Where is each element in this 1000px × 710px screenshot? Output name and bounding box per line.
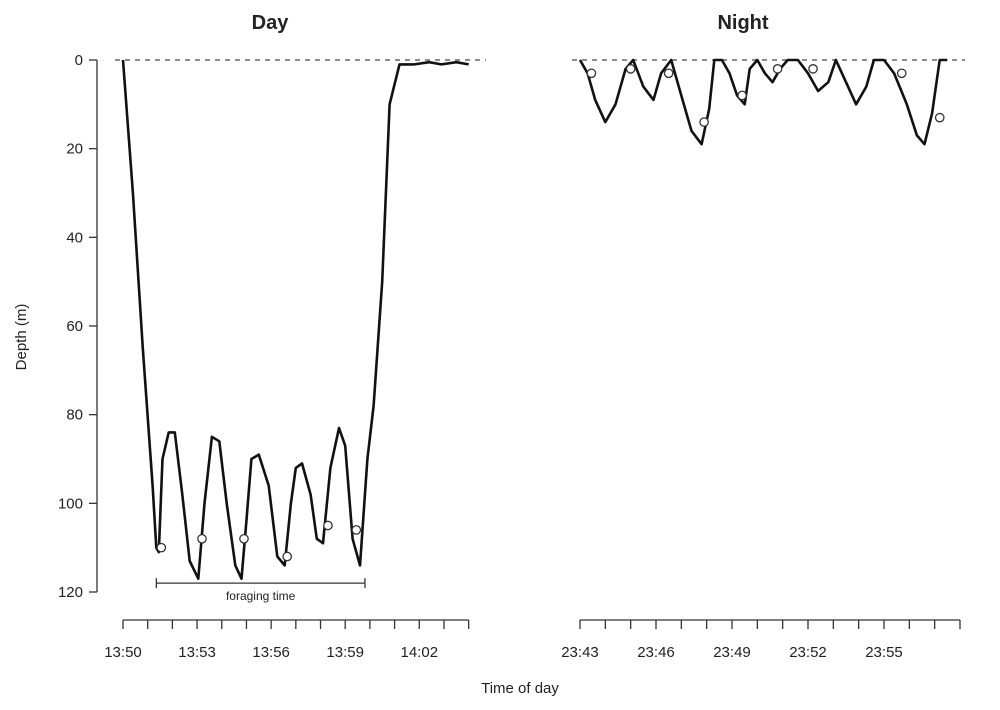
x-tick-label: 13:56 (252, 644, 290, 661)
y-tick-label: 40 (66, 229, 83, 246)
event-marker (156, 542, 167, 553)
x-tick-label: 23:55 (865, 644, 903, 661)
y-tick-label: 60 (66, 318, 83, 335)
panel-night: 23:43 23:46 23:49 23:52 23:55 (561, 58, 965, 661)
y-tick-label: 100 (58, 495, 83, 512)
panel-title-night: Night (717, 12, 768, 34)
event-marker (934, 112, 945, 123)
y-tick-label: 80 (66, 407, 83, 424)
panel-title-day: Day (252, 12, 290, 34)
event-marker (772, 64, 783, 74)
x-tick-label: 14:02 (401, 644, 439, 661)
y-tick-label: 120 (58, 584, 83, 601)
x-tick-label: 23:46 (637, 644, 675, 661)
event-marker (197, 533, 207, 544)
x-tick-label: 23:43 (561, 644, 599, 661)
event-marker (323, 520, 333, 531)
depth-series-line (578, 58, 948, 146)
x-tick-label: 23:52 (789, 644, 827, 661)
event-marker (351, 525, 362, 535)
event-marker (625, 64, 636, 74)
panel-day: foraging time 13:50 13:53 13:56 13:59 14:02 (104, 59, 486, 661)
x-tick-label: 23:49 (713, 644, 751, 661)
y-tick-label: 0 (75, 52, 83, 69)
depth-series-line (121, 59, 469, 581)
event-marker (737, 90, 747, 101)
event-marker (808, 64, 818, 74)
x-tick-label: 13:53 (178, 644, 216, 661)
x-axis-title: Time of day (481, 680, 559, 697)
x-tick-label: 13:50 (104, 644, 142, 661)
event-marker (586, 68, 597, 79)
foraging-time-label: foraging time (226, 589, 296, 603)
event-marker (282, 551, 293, 562)
y-axis-title: Depth (m) (13, 304, 30, 371)
event-marker (896, 68, 907, 79)
x-tick-label: 13:59 (326, 644, 364, 661)
y-tick-label: 20 (66, 141, 83, 158)
event-marker (699, 117, 709, 127)
event-marker (239, 533, 249, 544)
event-marker (663, 68, 674, 79)
y-axis: 0 20 40 60 80 100 120 (58, 52, 98, 601)
